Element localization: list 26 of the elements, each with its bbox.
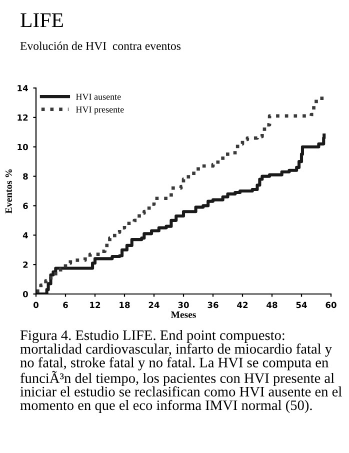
x-tick-label: 24: [148, 302, 160, 308]
y-tick-label: 2: [23, 262, 28, 268]
text: Figura 4. Estudio LIFE. End point compuesto: mortalidad cardiovascular, infarto de miocardio fatal y no fatal, stroke fatal y no fatal. La HVI se computa en funciÃ³n del tiempo, los pacientes con HVI presente al iniciar el estudio se reclasifican como HVI ausente en el momento en que el eco informa IMVI normal (50).: [20, 330, 342, 414]
x-tick-label: 54: [296, 302, 307, 308]
y-tick-label: 6: [23, 202, 28, 209]
y-tick-label: 12: [18, 114, 28, 121]
x-tick-label: 0: [34, 302, 38, 308]
x-tick-label: 60: [326, 302, 336, 308]
x-tick-label: 42: [237, 302, 248, 308]
x-tick-label: 6: [63, 302, 68, 308]
x-tick-label: 48: [266, 302, 278, 308]
legend-label: HVI presente: [76, 106, 124, 114]
y-tick-label: 0: [22, 290, 28, 298]
x-tick-label: 18: [120, 302, 130, 308]
x-tick-label: 30: [178, 302, 189, 308]
chart-title: LIFE: [20, 13, 63, 28]
x-tick-label: 12: [90, 302, 100, 308]
legend-label: HVI ausente: [76, 94, 121, 100]
y-tick-label: 4: [22, 232, 28, 238]
y-tick-label: 8: [23, 173, 28, 180]
x-tick-label: 36: [208, 302, 218, 308]
x-axis-title: Meses: [170, 311, 196, 318]
y-tick-label: 10: [18, 144, 28, 150]
chart-subtitle: Evolución de HVI contra eventos: [20, 42, 181, 50]
y-tick-label: 14: [18, 85, 28, 92]
y-axis-title: Eventos %: [5, 169, 12, 214]
